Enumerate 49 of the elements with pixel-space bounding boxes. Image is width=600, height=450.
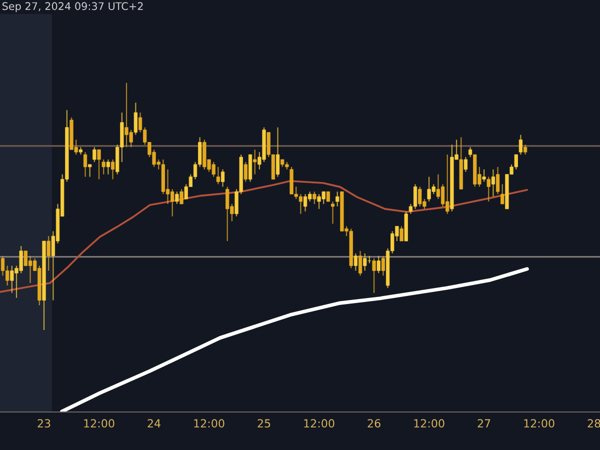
candlestick: [523, 144, 528, 156]
candlestick: [363, 252, 367, 272]
candlestick: [253, 149, 257, 175]
x-tick-label: 24: [148, 419, 160, 428]
candlestick: [83, 152, 88, 178]
candlestick: [336, 191, 340, 208]
candlestick: [97, 149, 101, 180]
candlestick: [486, 176, 490, 202]
x-tick-label: 12:00: [304, 419, 334, 428]
candlestick: [413, 184, 418, 210]
candlestick: [482, 168, 486, 182]
text: Sep 27, 2024 09:37 UTC+2: [2, 2, 143, 12]
x-tick-label: 12:00: [414, 419, 444, 428]
candlestick: [180, 188, 184, 205]
x-tick-label: 12:00: [84, 419, 114, 428]
candlestick: [326, 191, 330, 202]
x-tick-label: 12:00: [194, 419, 224, 428]
candlestick: [376, 255, 380, 274]
candlestick: [400, 226, 404, 242]
x-tick-label: 12:00: [524, 419, 554, 428]
candlestick: [276, 126, 280, 178]
x-tick-label: 23: [38, 419, 50, 428]
candlestick: [216, 166, 220, 185]
candlestick: [496, 166, 500, 195]
candlestick: [46, 236, 50, 272]
x-tick-label: 28: [588, 419, 600, 428]
candlestick: [175, 191, 179, 205]
candlestick: [92, 146, 96, 163]
candlestick: [491, 168, 496, 198]
candlestick: [372, 258, 376, 294]
candlestick: [354, 252, 358, 272]
candlestick: [220, 168, 225, 188]
candlestick: [330, 200, 335, 224]
candlestick: [88, 164, 92, 178]
candlestick: [244, 161, 248, 182]
candlestick: [110, 158, 115, 180]
x-tick-label: 25: [258, 419, 270, 428]
candlestick: [468, 146, 472, 158]
candlestick: [102, 158, 106, 175]
candlestick: [134, 102, 138, 136]
candlestick: [358, 250, 362, 276]
candlestick: [312, 191, 316, 205]
candlestick: [106, 158, 110, 175]
x-tick-label: 27: [478, 419, 490, 428]
candlestick: [518, 134, 523, 156]
candlestick: [500, 184, 504, 205]
candlestick: [464, 156, 468, 172]
candlestick: [381, 255, 386, 276]
x-tick-label: 26: [368, 419, 380, 428]
